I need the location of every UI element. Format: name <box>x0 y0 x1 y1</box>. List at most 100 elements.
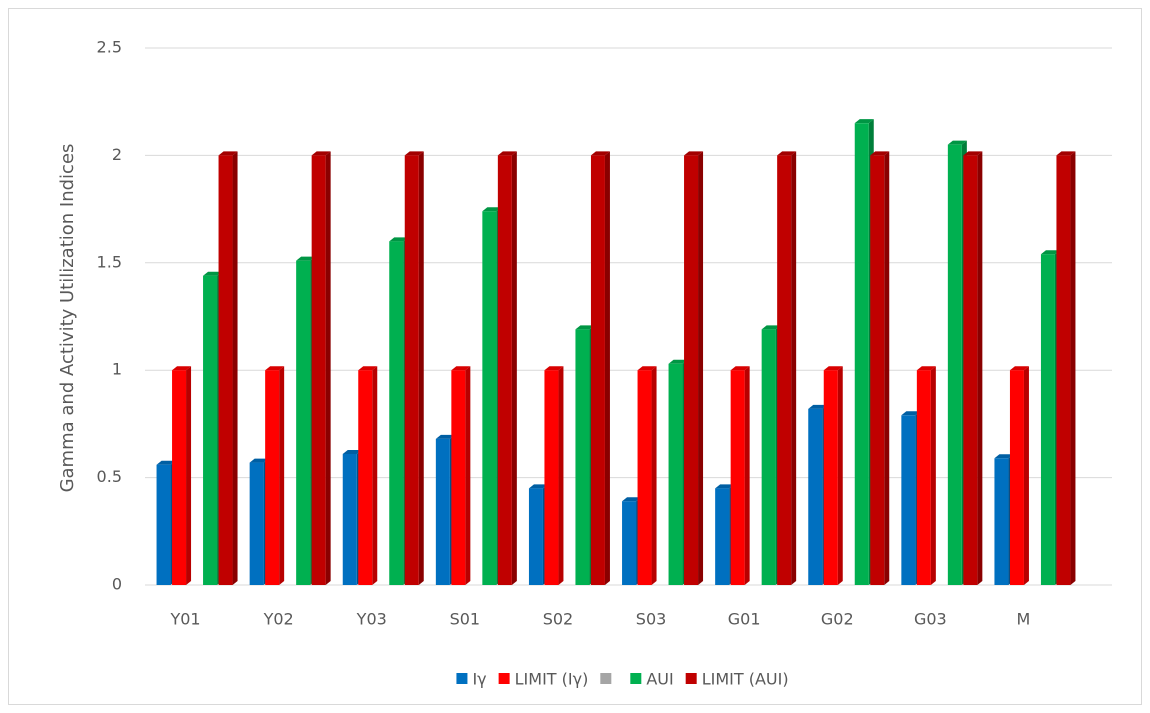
bar <box>994 458 1009 585</box>
bar-top <box>901 411 921 416</box>
bar-side <box>232 151 238 585</box>
bar-top <box>622 497 642 502</box>
bar <box>544 370 559 585</box>
y-tick-label: 0.5 <box>97 467 122 486</box>
bar-top <box>854 119 874 124</box>
bar-side <box>511 151 517 585</box>
legend-label: LIMIT (AUI) <box>702 670 789 689</box>
bar-side <box>1023 366 1029 585</box>
bar-side <box>651 366 657 585</box>
bar-top <box>823 366 843 371</box>
bar-top <box>1056 151 1076 156</box>
bar-top <box>497 151 517 156</box>
bar <box>218 155 233 585</box>
bar <box>730 370 745 585</box>
legend-swatch <box>498 673 510 684</box>
bar-side <box>837 366 843 585</box>
bar <box>296 260 311 585</box>
x-tick-label: G01 <box>728 610 761 629</box>
bar-side <box>977 151 983 585</box>
legend-swatch <box>456 673 468 684</box>
bar <box>637 370 652 585</box>
bar <box>172 370 187 585</box>
bar-top <box>435 434 455 439</box>
bar <box>528 488 543 585</box>
bar-side <box>604 151 610 585</box>
bar-top <box>668 359 688 364</box>
bar-side <box>698 151 704 585</box>
x-tick-label: S01 <box>450 610 481 629</box>
bar-top <box>358 366 378 371</box>
bar-top <box>637 366 657 371</box>
x-tick-label: M <box>1017 610 1031 629</box>
bar-top <box>1009 366 1029 371</box>
bar <box>265 370 280 585</box>
legend-label: Iγ <box>472 670 486 689</box>
bar-top <box>249 458 269 463</box>
bar-top <box>528 484 548 489</box>
bar-side <box>279 366 285 585</box>
bar-top <box>684 151 704 156</box>
x-tick-label: G03 <box>914 610 947 629</box>
bar-top <box>994 454 1014 459</box>
x-tick-label: S02 <box>543 610 574 629</box>
y-tick-label: 0 <box>112 575 122 594</box>
bar-top <box>311 151 331 156</box>
bar <box>451 370 466 585</box>
bar-top <box>296 256 316 261</box>
bar-top <box>590 151 610 156</box>
bar <box>590 155 605 585</box>
bar-top <box>1040 250 1060 255</box>
bar <box>1056 155 1071 585</box>
bar-side <box>791 151 797 585</box>
x-tick-label: G02 <box>821 610 854 629</box>
bar <box>963 155 978 585</box>
bar-side <box>465 366 471 585</box>
bar <box>311 155 326 585</box>
x-tick-label: Y02 <box>263 610 294 629</box>
bar-side <box>418 151 424 585</box>
bar <box>715 488 730 585</box>
bar-top <box>947 140 967 145</box>
bar-side <box>372 366 378 585</box>
y-tick-label: 1.5 <box>97 252 122 271</box>
bar-top <box>916 366 936 371</box>
bar-side <box>1070 151 1076 585</box>
bar-top <box>404 151 424 156</box>
bar <box>435 438 450 585</box>
bar-top <box>156 460 176 465</box>
bar <box>761 329 776 585</box>
bar-top <box>870 151 890 156</box>
bar <box>404 155 419 585</box>
bar-top <box>451 366 471 371</box>
bar <box>901 415 916 585</box>
bar-side <box>325 151 331 585</box>
bar-top <box>777 151 797 156</box>
bar <box>342 453 357 585</box>
y-tick-label: 2 <box>112 145 122 164</box>
bar-top <box>218 151 238 156</box>
bar <box>668 363 683 585</box>
bar-side <box>884 151 890 585</box>
bar <box>808 408 823 585</box>
bar-top <box>963 151 983 156</box>
bar-top <box>265 366 285 371</box>
bar <box>622 501 637 585</box>
bar <box>249 462 264 585</box>
bar <box>1040 254 1055 585</box>
bar-top <box>544 366 564 371</box>
legend-label: LIMIT (Iγ) <box>515 670 589 689</box>
y-axis-title: Gamma and Activity Utilization Indices <box>57 144 78 493</box>
bar-top <box>389 237 409 242</box>
bar <box>389 241 404 585</box>
legend-swatch <box>630 673 642 684</box>
x-tick-label: Y03 <box>356 610 387 629</box>
bar-top <box>342 449 362 454</box>
bar <box>497 155 512 585</box>
bar <box>203 275 218 585</box>
bar-side <box>558 366 564 585</box>
bar-side <box>744 366 750 585</box>
y-tick-label: 2.5 <box>97 38 122 57</box>
bar <box>358 370 373 585</box>
bar-top <box>172 366 192 371</box>
